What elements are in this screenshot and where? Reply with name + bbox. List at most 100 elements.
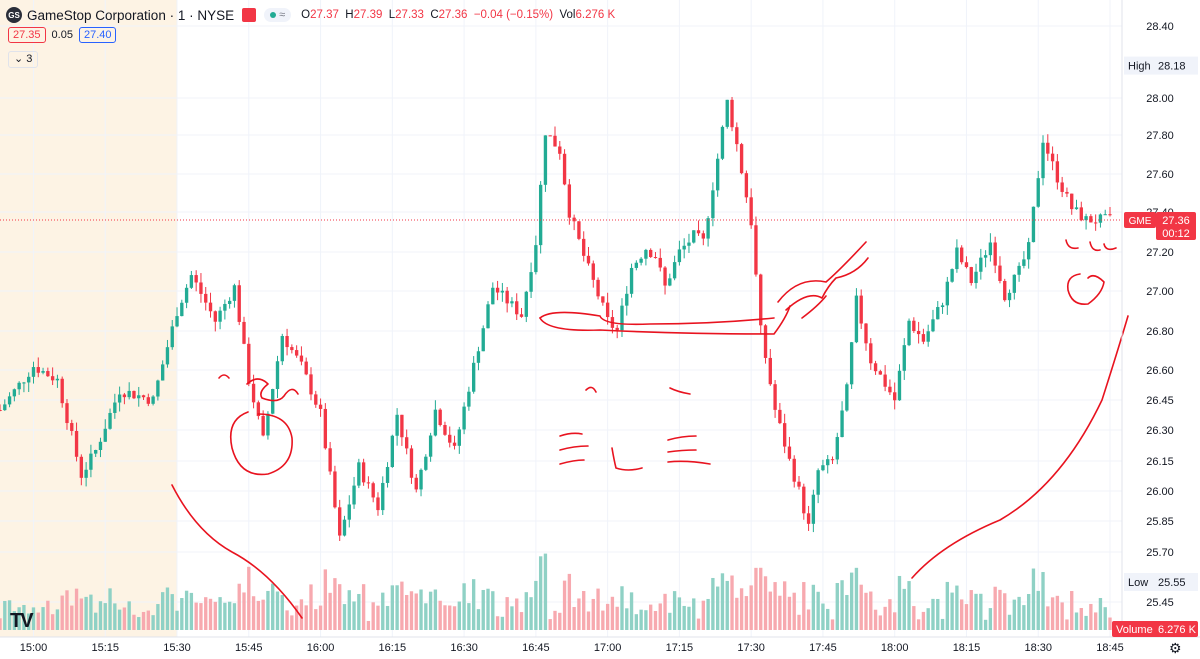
market-open-dot-icon bbox=[270, 12, 277, 18]
volume-bar bbox=[811, 584, 816, 630]
gear-icon[interactable]: ⚙ bbox=[1169, 640, 1182, 656]
volume-bar bbox=[237, 583, 241, 630]
volume-bar bbox=[256, 600, 261, 630]
volume-bar bbox=[390, 585, 395, 630]
volume-bar bbox=[46, 600, 50, 630]
candle-body bbox=[979, 257, 983, 272]
volume-bar bbox=[864, 592, 868, 630]
candle-body bbox=[1046, 142, 1050, 154]
candle-body bbox=[7, 396, 12, 405]
annotation-stroke bbox=[777, 241, 867, 303]
volume-bar bbox=[1070, 591, 1074, 630]
candle-body bbox=[687, 242, 691, 246]
ask-button[interactable]: 27.40 bbox=[78, 27, 117, 43]
volume-label: Vol bbox=[559, 9, 576, 21]
volume-bar bbox=[735, 597, 739, 630]
volume-bar bbox=[1017, 596, 1021, 630]
time-tick-label: 17:30 bbox=[737, 642, 765, 654]
candle-body bbox=[122, 394, 127, 398]
annotation-stroke bbox=[801, 295, 827, 319]
volume-bar bbox=[1022, 605, 1026, 630]
candle-body bbox=[873, 363, 878, 372]
candle-body bbox=[534, 245, 538, 273]
volume-bar bbox=[438, 600, 442, 630]
volume-bar bbox=[715, 586, 720, 630]
candle-body bbox=[448, 434, 452, 443]
symbol-title[interactable]: GameStop Corporation · 1 · NYSE bbox=[27, 7, 235, 23]
volume-bar bbox=[586, 611, 591, 630]
candle-body bbox=[773, 384, 777, 410]
indicators-toggle[interactable]: ⌄ 3 bbox=[8, 51, 39, 68]
candle-body bbox=[883, 374, 887, 387]
volume-bar bbox=[687, 606, 691, 630]
bid-button[interactable]: 27.35 bbox=[8, 27, 46, 43]
volume-bar bbox=[462, 583, 466, 630]
volume-bar bbox=[433, 589, 438, 630]
candle-body bbox=[189, 275, 194, 288]
volume-bar bbox=[931, 598, 935, 630]
market-status-pill[interactable]: ≈ bbox=[264, 8, 292, 22]
volume-bar bbox=[227, 601, 232, 630]
candle-body bbox=[137, 395, 141, 399]
volume-tag-value: 6.276 K bbox=[1158, 624, 1197, 636]
candle-body bbox=[936, 307, 940, 320]
candle-body bbox=[562, 153, 567, 185]
candle-body bbox=[160, 364, 165, 381]
candle-body bbox=[629, 267, 634, 294]
candle-body bbox=[471, 362, 476, 392]
volume-bar bbox=[902, 588, 906, 630]
candle-body bbox=[1089, 216, 1093, 223]
candle-body bbox=[1098, 214, 1103, 223]
candle-body bbox=[170, 326, 174, 348]
candle-body bbox=[414, 477, 418, 490]
candle-body bbox=[500, 290, 505, 293]
volume-bar bbox=[1089, 603, 1093, 630]
company-logo-icon: GS bbox=[6, 7, 22, 23]
candle-body bbox=[802, 486, 806, 514]
candle-body bbox=[591, 263, 595, 280]
volume-bar bbox=[309, 584, 313, 630]
price-tick-label: 26.15 bbox=[1146, 456, 1174, 468]
candle-body bbox=[242, 321, 246, 344]
volume-bar bbox=[299, 599, 304, 630]
candle-body bbox=[323, 408, 328, 449]
price-tick-label: 27.20 bbox=[1146, 247, 1174, 259]
candle-body bbox=[318, 404, 323, 409]
flag-icon[interactable] bbox=[242, 8, 257, 22]
volume-bar bbox=[280, 595, 284, 630]
candle-body bbox=[515, 301, 519, 315]
candle-body bbox=[1065, 191, 1069, 194]
candle-body bbox=[309, 374, 313, 395]
candle-body bbox=[945, 281, 950, 306]
volume-bar bbox=[204, 597, 208, 630]
premarket-band bbox=[0, 0, 178, 637]
candle-body bbox=[907, 320, 911, 346]
volume-bar bbox=[0, 618, 2, 630]
time-tick-label: 15:00 bbox=[20, 642, 48, 654]
quote-row: 27.35 0.05 27.40 bbox=[8, 27, 117, 43]
volume-bar bbox=[1065, 619, 1069, 630]
volume-bar bbox=[692, 598, 696, 630]
volume-bar bbox=[495, 616, 500, 630]
candle-body bbox=[1041, 142, 1045, 179]
candle-body bbox=[108, 412, 112, 429]
tradingview-logo-icon[interactable]: TV bbox=[10, 610, 34, 632]
volume-bar bbox=[486, 588, 490, 630]
candle-body bbox=[55, 378, 60, 381]
volume-bar bbox=[634, 614, 639, 630]
annotation-stroke bbox=[667, 435, 711, 465]
candle-body bbox=[921, 334, 926, 342]
candle-body bbox=[658, 257, 662, 268]
volume-bar bbox=[1084, 615, 1088, 630]
candle-body bbox=[409, 448, 414, 478]
volume-bar bbox=[1098, 598, 1103, 630]
volume-bar bbox=[763, 576, 768, 630]
candle-body bbox=[405, 437, 409, 449]
time-tick-label: 16:30 bbox=[450, 642, 478, 654]
candle-body bbox=[596, 279, 600, 297]
candle-body bbox=[1007, 292, 1012, 301]
volume-bar bbox=[668, 612, 672, 630]
candle-body bbox=[481, 328, 485, 352]
candle-body bbox=[582, 238, 586, 256]
